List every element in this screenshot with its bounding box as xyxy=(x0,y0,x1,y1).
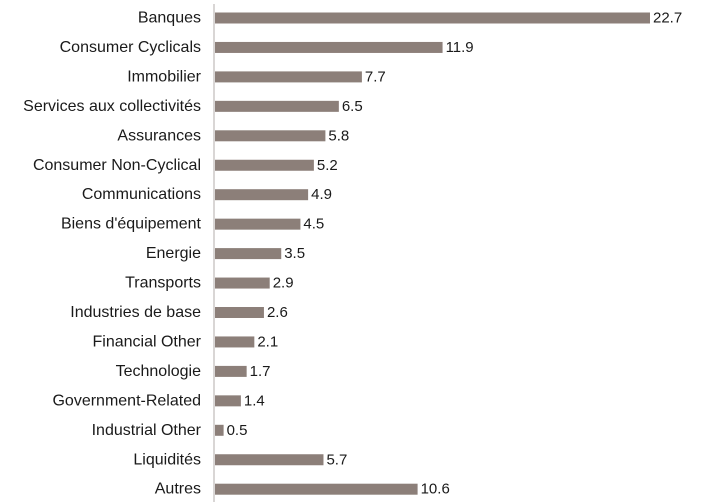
category-label: Technologie xyxy=(116,363,202,380)
bar xyxy=(215,365,247,377)
value-label: 22.7 xyxy=(653,10,682,27)
value-label: 4.9 xyxy=(311,186,332,203)
bar xyxy=(215,277,270,289)
category-label: Government-Related xyxy=(52,392,201,409)
labels-layer: Banques 22.7 Consumer Cyclicals 11.9 Immobil… xyxy=(23,10,682,498)
value-label: 2.9 xyxy=(273,275,294,292)
bar xyxy=(215,395,241,407)
value-label: 5.2 xyxy=(317,157,338,174)
value-label: 7.7 xyxy=(365,68,386,85)
category-label: Services aux collectivités xyxy=(23,98,201,115)
category-label: Consumer Non-Cyclical xyxy=(33,157,201,174)
value-label: 5.8 xyxy=(328,127,349,144)
bar xyxy=(215,248,282,260)
category-label: Energie xyxy=(146,245,201,262)
bar xyxy=(215,159,314,171)
value-label: 2.6 xyxy=(267,304,288,321)
category-label: Assurances xyxy=(117,127,201,144)
value-label: 0.5 xyxy=(227,422,248,439)
bar xyxy=(215,336,255,348)
category-label: Industries de base xyxy=(70,304,201,321)
category-label: Liquidités xyxy=(133,451,201,468)
category-label: Consumer Cyclicals xyxy=(60,39,201,56)
bar xyxy=(215,41,443,53)
bar xyxy=(215,424,224,436)
category-label: Communications xyxy=(82,186,201,203)
value-label: 11.9 xyxy=(446,39,474,56)
value-label: 3.5 xyxy=(284,245,305,262)
category-label: Financial Other xyxy=(93,333,202,350)
category-label: Biens d'équipement xyxy=(61,216,202,233)
category-label: Immobilier xyxy=(127,68,201,85)
value-label: 10.6 xyxy=(421,481,450,498)
bar xyxy=(215,12,650,24)
value-label: 6.5 xyxy=(342,98,363,115)
category-label: Autres xyxy=(155,481,201,498)
category-label: Banques xyxy=(138,10,201,27)
category-label: Transports xyxy=(125,275,201,292)
value-label: 2.1 xyxy=(257,333,278,350)
bar xyxy=(215,454,324,466)
value-label: 4.5 xyxy=(303,216,324,233)
value-label: 1.4 xyxy=(244,392,265,409)
bar xyxy=(215,218,301,230)
bar xyxy=(215,189,309,201)
bars-layer xyxy=(215,12,650,495)
bar xyxy=(215,130,326,142)
category-label: Industrial Other xyxy=(92,422,202,439)
bar xyxy=(215,100,339,112)
bar xyxy=(215,307,264,318)
bar xyxy=(215,71,362,83)
value-label: 5.7 xyxy=(326,451,347,468)
bar xyxy=(215,483,418,495)
value-label: 1.7 xyxy=(250,363,271,380)
